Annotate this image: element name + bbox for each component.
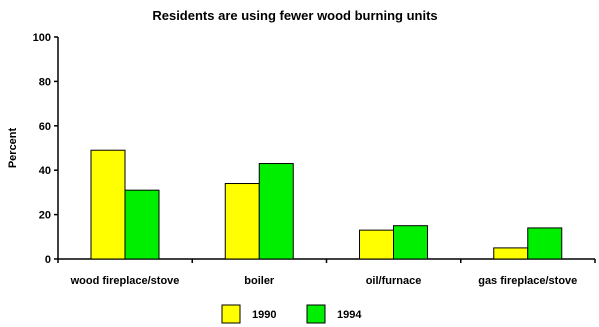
legend-swatch-1994 [306, 304, 326, 324]
category-label-3: gas fireplace/stove [478, 275, 577, 287]
plot-area: 0 20 40 60 80 100 wood fireplace/stove boiler oi… [33, 32, 596, 287]
bar-1990-0 [90, 149, 126, 260]
bar-1994-2 [393, 225, 428, 260]
bar-1990-3 [493, 247, 529, 260]
y-axis-title: Percent [7, 127, 19, 168]
category-label-0: wood fireplace/stove [70, 275, 180, 287]
bar-1994-0 [124, 189, 160, 260]
category-label-1: boiler [244, 275, 275, 287]
bar-1994-1 [258, 163, 294, 260]
y-tick-label-0: 0 [45, 254, 51, 266]
bar-1990-2 [359, 229, 394, 260]
legend-label-1990: 1990 [252, 309, 276, 321]
legend: 1990 1994 [221, 304, 362, 324]
y-tick-label-80: 80 [39, 76, 51, 88]
bar-1990-1 [224, 183, 260, 260]
y-tick-label-40: 40 [39, 165, 51, 177]
bar-1994-3 [527, 227, 563, 260]
y-tick-label-100: 100 [33, 32, 51, 44]
legend-label-1994: 1994 [337, 309, 362, 321]
legend-swatch-1990 [221, 304, 241, 324]
y-tick-label-60: 60 [39, 121, 51, 133]
chart-title: Residents are using fewer wood burning u… [152, 8, 437, 23]
category-label-2: oil/furnace [366, 275, 422, 287]
y-tick-label-20: 20 [39, 210, 51, 222]
